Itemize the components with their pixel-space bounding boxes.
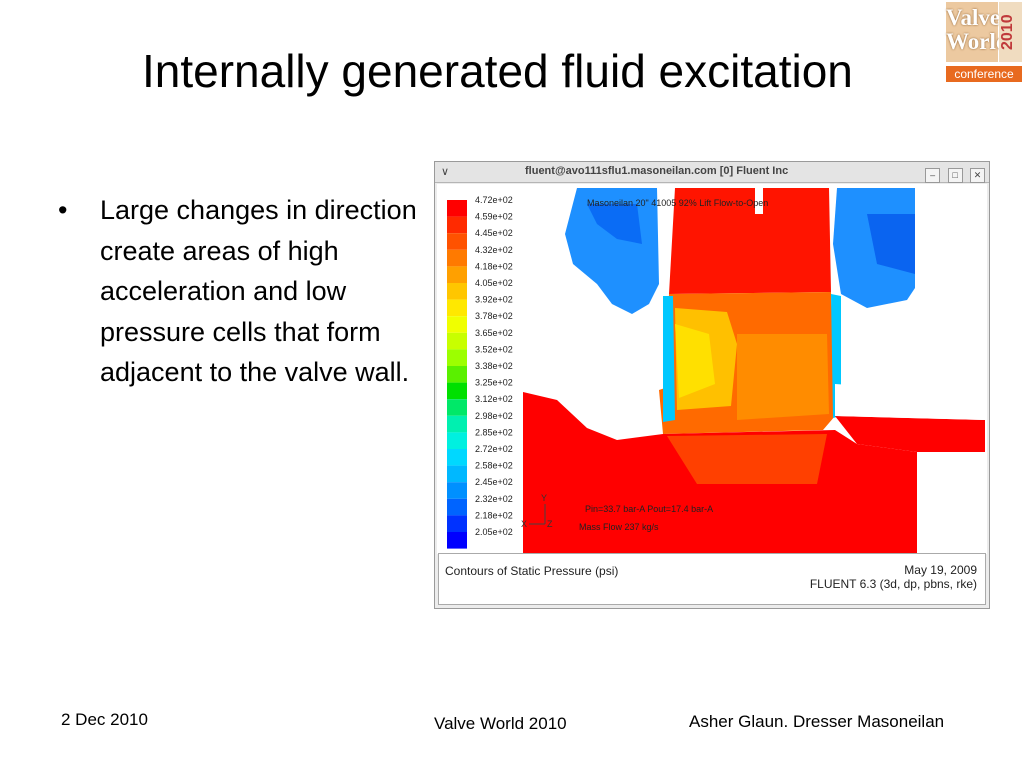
maximize-icon[interactable]: □ xyxy=(947,168,963,183)
legend-label: 4.05e+02 xyxy=(475,278,513,288)
legend-label: 4.18e+02 xyxy=(475,261,513,271)
status-version: FLUENT 6.3 (3d, dp, pbns, rke) xyxy=(809,577,977,591)
legend-label: 3.92e+02 xyxy=(475,295,513,305)
minimize-icon[interactable]: – xyxy=(925,168,941,183)
fluent-window: ∨ fluent@avo111sflu1.masoneilan.com [0] … xyxy=(434,161,990,609)
legend-swatch xyxy=(447,465,467,483)
legend-swatch xyxy=(447,415,467,433)
legend-label: 2.58e+02 xyxy=(475,461,513,471)
flow-domain xyxy=(523,188,985,554)
slide-title: Internally generated fluid excitation xyxy=(142,45,853,97)
legend-label: 3.38e+02 xyxy=(475,361,513,371)
legend-swatch xyxy=(447,515,467,532)
chevron-down-icon[interactable]: ∨ xyxy=(441,166,450,178)
legend-label: 4.45e+02 xyxy=(475,228,513,238)
legend-swatch xyxy=(447,399,467,416)
legend-label: 3.78e+02 xyxy=(475,311,513,321)
legend-swatch xyxy=(447,200,467,217)
legend-swatch xyxy=(447,332,467,350)
bullet-icon: • xyxy=(58,195,68,225)
pressure-contour-plot: 4.72e+02 4.59e+02 4.45e+02 4.32e+02 4.18e+02… xyxy=(437,184,987,554)
legend-label: 3.65e+02 xyxy=(475,328,513,338)
logo-subtitle: conference xyxy=(946,66,1022,82)
legend-label: 2.45e+02 xyxy=(475,477,513,487)
legend-swatch xyxy=(447,249,467,267)
window-titlebar[interactable]: ∨ fluent@avo111sflu1.masoneilan.com [0] … xyxy=(435,162,989,183)
logo-year: 2010 xyxy=(999,2,1022,62)
legend-label: 2.32e+02 xyxy=(475,494,513,504)
footer-center: Valve World 2010 xyxy=(434,714,567,733)
footer-date: 2 Dec 2010 xyxy=(61,710,148,729)
axis-y-label: Y xyxy=(541,493,547,503)
axis-triad xyxy=(529,504,546,525)
legend-label: 3.12e+02 xyxy=(475,394,513,404)
plot-annotation-top: Masoneilan 20" 41005 92% Lift Flow-to-Op… xyxy=(587,198,768,208)
status-panel: Contours of Static Pressure (psi) May 19… xyxy=(438,553,986,605)
footer-author: Asher Glaun. Dresser Masoneilan xyxy=(689,712,945,731)
axis-z-label: Z xyxy=(547,519,553,529)
status-description: Contours of Static Pressure (psi) xyxy=(445,564,619,578)
legend-swatch xyxy=(447,233,467,250)
legend-label: 2.85e+02 xyxy=(475,427,513,437)
legend-swatch xyxy=(447,482,467,499)
legend-label: 4.72e+02 xyxy=(475,195,513,205)
legend-swatch xyxy=(447,216,467,234)
legend-swatch xyxy=(447,349,467,366)
legend-swatch xyxy=(447,382,467,400)
window-title: fluent@avo111sflu1.masoneilan.com [0] Fl… xyxy=(525,165,789,177)
close-icon[interactable]: ✕ xyxy=(970,168,985,183)
legend-swatch xyxy=(447,532,467,549)
legend-label: 3.25e+02 xyxy=(475,378,513,388)
legend-swatch xyxy=(447,366,467,383)
contour-image: 4.72e+02 4.59e+02 4.45e+02 4.32e+02 4.18e+02… xyxy=(447,188,985,554)
legend-swatch xyxy=(447,299,467,317)
plot-annotation-pressures: Pin=33.7 bar-A Pout=17.4 bar-A xyxy=(585,504,713,514)
legend-label: 2.72e+02 xyxy=(475,444,513,454)
axis-x-label: X xyxy=(521,519,527,529)
legend-label: 4.32e+02 xyxy=(475,245,513,255)
bullet-text: Large changes in direction create areas … xyxy=(100,195,417,387)
legend-label: 2.18e+02 xyxy=(475,510,513,520)
legend-swatch xyxy=(447,498,467,516)
legend-swatch xyxy=(447,316,467,333)
legend-swatch xyxy=(447,283,467,300)
status-date: May 19, 2009 xyxy=(904,563,977,577)
legend-label: 3.52e+02 xyxy=(475,344,513,354)
legend-swatch xyxy=(447,449,467,466)
valve-world-logo: Valve World 2010 conference xyxy=(946,2,1022,82)
legend-swatch xyxy=(447,266,467,283)
legend: 4.72e+02 4.59e+02 4.45e+02 4.32e+02 4.18e+02… xyxy=(447,195,513,549)
legend-swatch xyxy=(447,432,467,449)
legend-label: 4.59e+02 xyxy=(475,212,513,222)
plot-annotation-flow: Mass Flow 237 kg/s xyxy=(579,522,659,532)
legend-label: 2.05e+02 xyxy=(475,527,513,537)
legend-label: 2.98e+02 xyxy=(475,411,513,421)
logo-wordmark: Valve World xyxy=(946,2,1009,62)
